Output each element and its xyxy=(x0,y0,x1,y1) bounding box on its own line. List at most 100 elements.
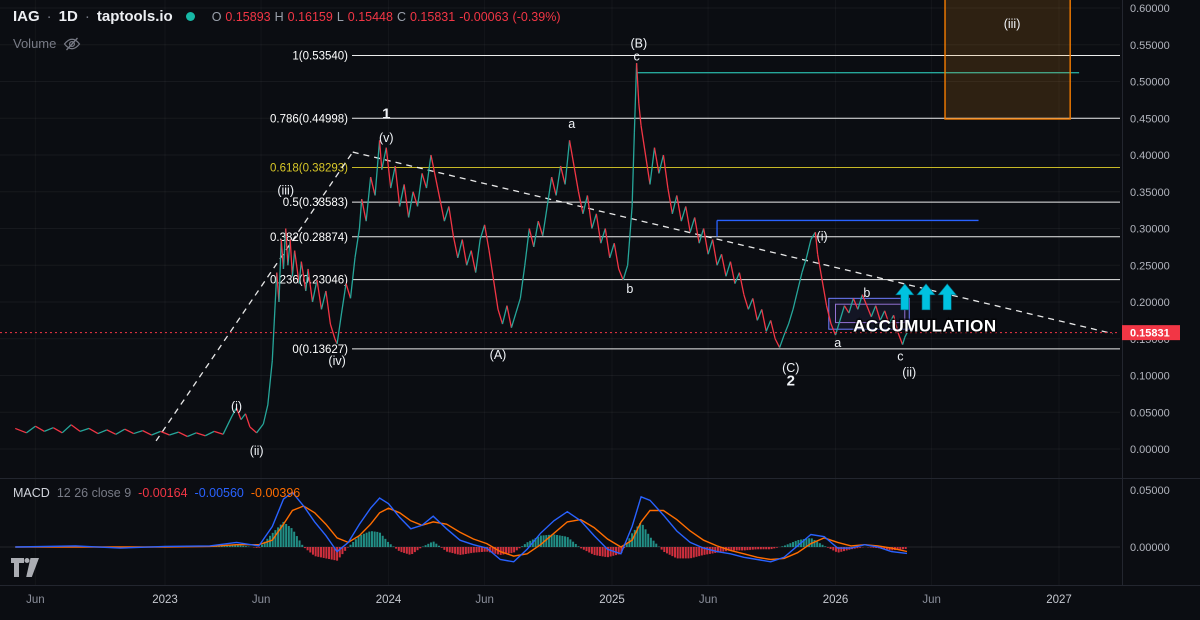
macd-histogram-bar xyxy=(282,521,285,547)
macd-histogram-bar xyxy=(802,539,805,547)
eye-slash-icon[interactable] xyxy=(63,37,81,51)
separator-dot: · xyxy=(46,8,52,25)
price-segment xyxy=(796,272,803,292)
price-segment xyxy=(187,432,197,438)
close-value: 0.15831 xyxy=(410,9,456,24)
price-segment xyxy=(519,265,526,299)
macd-histogram-bar xyxy=(564,536,567,547)
macd-histogram-bar xyxy=(242,545,245,547)
orange-projection-box[interactable] xyxy=(944,0,1071,120)
macd-histogram-bar xyxy=(829,547,832,550)
price-segment xyxy=(821,279,828,306)
macd-histogram-bar xyxy=(896,547,899,550)
macd-histogram-bar xyxy=(824,546,827,547)
up-arrow-icon[interactable] xyxy=(937,283,957,311)
macd-histogram-bar xyxy=(749,547,752,550)
provider-name[interactable]: taptools.io xyxy=(96,8,173,25)
trendlines[interactable] xyxy=(155,151,1113,442)
up-arrow-icon[interactable] xyxy=(916,283,936,311)
time-axis[interactable]: Jun 2023 Jun 2024 Jun 2025 Jun 2026 Jun 2027 xyxy=(0,585,1200,620)
wave-label: (iii) xyxy=(277,183,294,197)
macd-histogram-bar xyxy=(537,536,540,547)
accumulation-zone-box-inner[interactable] xyxy=(835,303,906,324)
macd-histogram-bar xyxy=(223,545,226,547)
macd-histogram-bar xyxy=(362,533,365,547)
fib-retracement-tool[interactable]: 1(0.53540) 0.786(0.44998) 0.618(0.38293) 0.… xyxy=(270,50,1120,356)
volume-indicator-row[interactable]: Volume xyxy=(13,36,81,51)
price-segment xyxy=(271,272,278,361)
price-segment xyxy=(133,430,143,435)
macd-histogram-bar xyxy=(808,538,811,547)
low-label: L xyxy=(336,9,344,24)
wave-label: (A) xyxy=(490,348,507,362)
price-segment xyxy=(568,140,575,167)
dashed-trendline[interactable] xyxy=(155,151,354,442)
price-segment xyxy=(600,228,606,244)
price-segment xyxy=(244,413,251,428)
price-segment xyxy=(892,315,899,334)
macd-histogram-bar xyxy=(322,547,325,558)
macd-histogram-bar xyxy=(515,547,518,551)
price-tick-label: 0.45000 xyxy=(1130,113,1170,125)
macd-signal-line xyxy=(15,505,908,561)
macd-histogram-bar xyxy=(529,540,532,547)
macd-histogram-bar xyxy=(566,537,569,547)
macd-histogram-bar xyxy=(478,547,481,553)
price-segment xyxy=(653,147,660,174)
price-segment xyxy=(738,272,745,295)
macd-histogram-bar xyxy=(609,547,612,557)
price-segment xyxy=(631,132,635,207)
macd-histogram-bar xyxy=(859,547,862,548)
macd-histogram-bar xyxy=(816,541,819,547)
price-segment xyxy=(501,305,508,325)
price-segment xyxy=(765,320,772,332)
macd-histogram-bar xyxy=(668,547,671,555)
price-segment xyxy=(716,253,723,266)
price-segment xyxy=(801,257,808,273)
macd-histogram-bar xyxy=(244,546,247,547)
price-segment xyxy=(618,268,624,281)
macd-signal-value: -0.00396 xyxy=(250,486,301,500)
price-segment xyxy=(461,239,468,266)
fib-level-label: 0.5(0.33583) xyxy=(283,197,348,209)
price-segment xyxy=(61,424,72,434)
price-segment xyxy=(407,191,414,218)
price-segment xyxy=(425,154,432,189)
macd-histogram-bar xyxy=(413,547,416,553)
price-segment xyxy=(662,154,669,189)
macd-histogram-bar xyxy=(735,547,738,551)
macd-histogram-bar xyxy=(293,531,296,547)
symbol-name[interactable]: IAG xyxy=(13,8,40,25)
tradingview-logo[interactable] xyxy=(11,558,39,585)
macd-params: 12 26 close 9 xyxy=(56,486,132,500)
price-segment xyxy=(278,239,282,303)
macd-histogram-bar xyxy=(462,547,465,555)
macd-indicator-row[interactable]: MACD 12 26 close 9 -0.00164 -0.00560 -0.… xyxy=(13,486,300,500)
macd-histogram-bar xyxy=(446,547,449,552)
macd-histogram-bar xyxy=(588,547,591,553)
price-segment xyxy=(720,254,727,277)
macd-histogram-bar xyxy=(494,547,497,554)
interval-selector[interactable]: 1D xyxy=(58,8,78,25)
macd-histogram-bar xyxy=(899,547,902,550)
price-segment xyxy=(783,323,790,336)
price-segment xyxy=(577,191,584,214)
up-arrow-icon[interactable] xyxy=(895,283,915,311)
macd-histogram-bar xyxy=(381,535,384,547)
macd-histogram-bar xyxy=(837,547,840,553)
macd-histogram-bar xyxy=(647,533,650,547)
price-segment xyxy=(178,431,188,438)
macd-histogram-bar xyxy=(456,547,459,555)
open-label: O xyxy=(211,9,222,24)
price-segment xyxy=(160,430,170,436)
macd-histogram-bar xyxy=(869,547,872,548)
price-segment xyxy=(609,243,615,259)
macd-histogram-bar xyxy=(550,534,553,547)
projection-box-group[interactable] xyxy=(944,0,1071,120)
macd-histogram-bar xyxy=(695,547,698,557)
price-axis[interactable]: 0.60000 0.55000 0.50000 0.45000 0.40000 0.350… xyxy=(1122,0,1200,585)
price-segment xyxy=(698,228,705,244)
dashed-trendline[interactable] xyxy=(352,151,1113,335)
